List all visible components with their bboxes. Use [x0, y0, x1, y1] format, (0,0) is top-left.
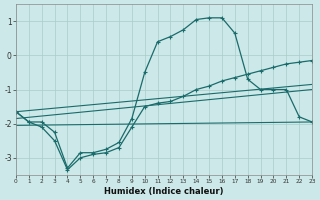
- X-axis label: Humidex (Indice chaleur): Humidex (Indice chaleur): [104, 187, 224, 196]
